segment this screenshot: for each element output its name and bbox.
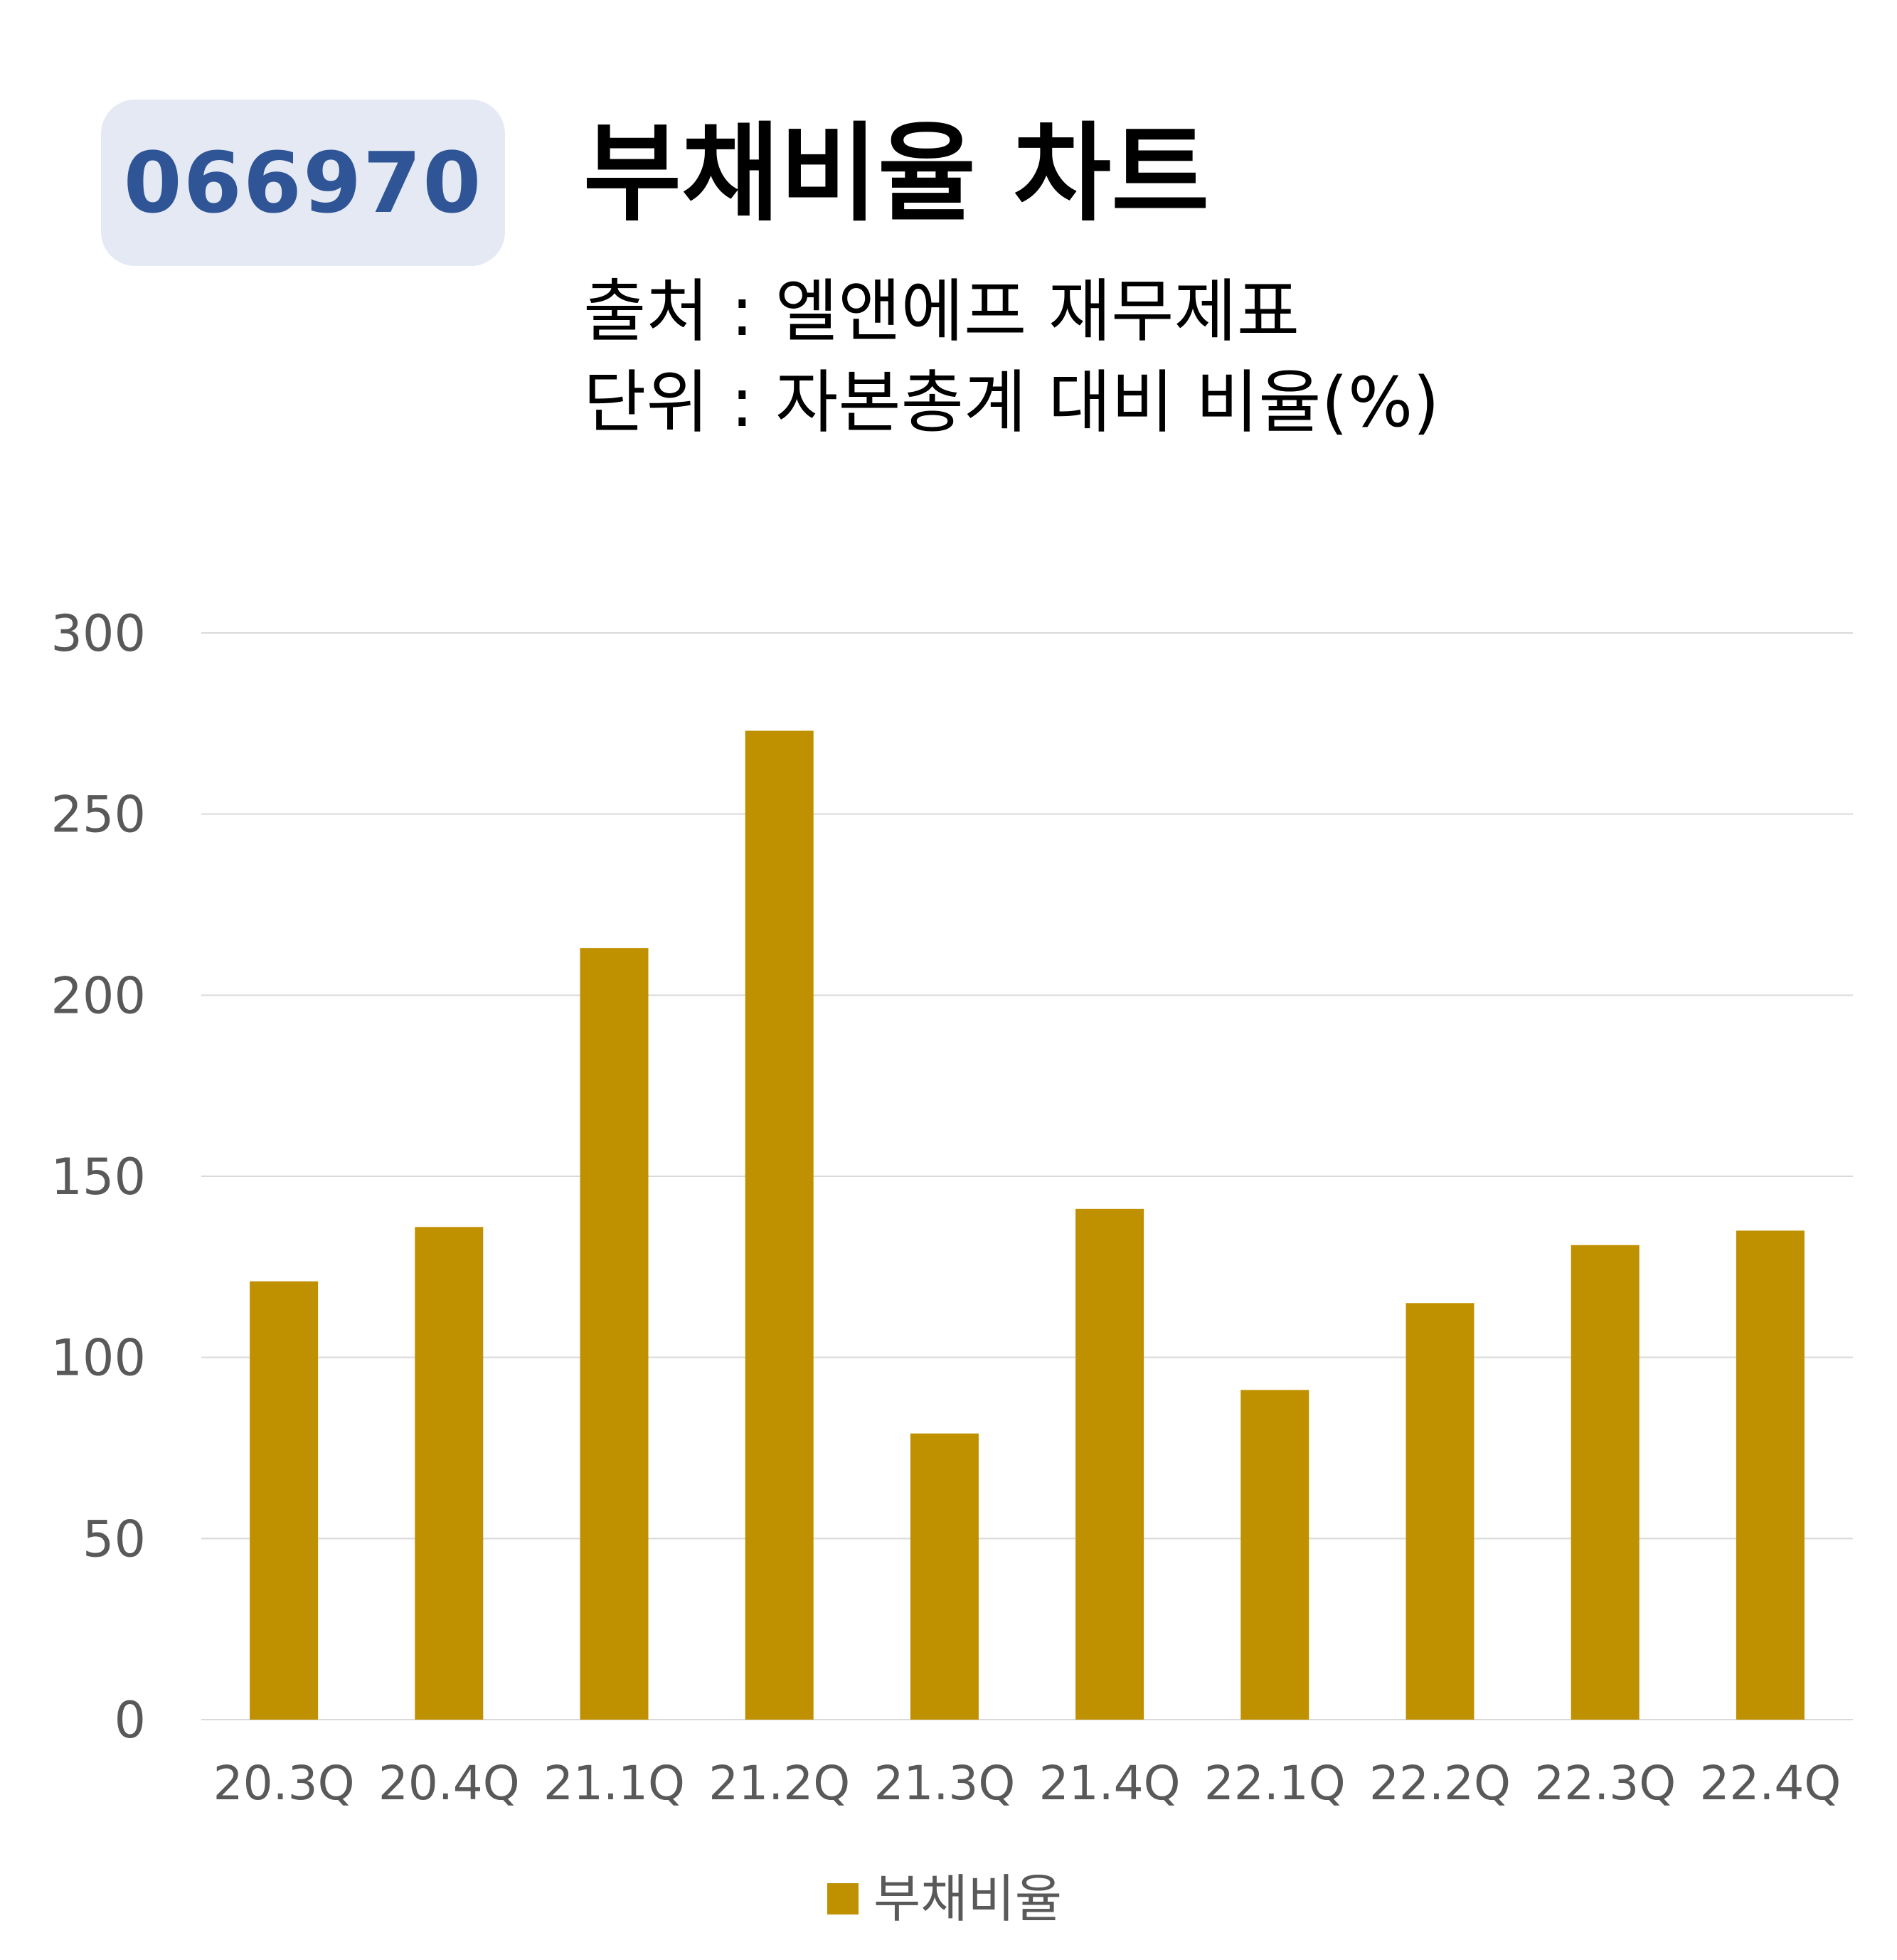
bar	[1406, 1303, 1474, 1720]
bar	[1571, 1245, 1640, 1720]
x-tick-label: 20.4Q	[378, 1756, 520, 1811]
bar	[1736, 1230, 1805, 1720]
bar	[1075, 1208, 1144, 1720]
bar	[580, 948, 649, 1720]
x-tick-label: 21.1Q	[543, 1756, 685, 1811]
bar	[250, 1281, 319, 1720]
x-tick-label: 22.3Q	[1534, 1756, 1676, 1811]
bar	[415, 1227, 484, 1720]
y-tick-label: 150	[51, 1148, 146, 1206]
legend-label: 부채비율	[873, 1869, 1062, 1929]
legend-swatch	[827, 1883, 859, 1914]
ticker-badge: 066970	[101, 100, 505, 266]
y-tick-label: 300	[51, 604, 146, 663]
y-tick-label: 0	[114, 1691, 146, 1749]
y-tick-label: 200	[51, 966, 146, 1025]
chart-title: 부채비율 차트	[583, 112, 1210, 236]
y-tick-label: 100	[51, 1329, 146, 1388]
source-label: 출처 : 엘앤에프 재무제표	[583, 272, 1300, 351]
x-tick-label: 21.2Q	[708, 1756, 850, 1811]
x-tick-label: 20.3Q	[213, 1756, 355, 1811]
x-tick-label: 21.3Q	[873, 1756, 1015, 1811]
bar	[910, 1433, 979, 1720]
bar	[1240, 1390, 1309, 1720]
ticker-code: 066970	[123, 134, 483, 232]
y-tick-label: 50	[83, 1510, 146, 1568]
x-tick-label: 22.4Q	[1699, 1756, 1841, 1811]
y-tick-label: 250	[51, 786, 146, 844]
x-tick-label: 22.2Q	[1369, 1756, 1511, 1811]
x-tick-label: 21.4Q	[1039, 1756, 1181, 1811]
bar	[745, 730, 814, 1720]
x-tick-label: 22.1Q	[1204, 1756, 1346, 1811]
unit-label: 단위 : 자본총계 대비 비율(%)	[583, 363, 1440, 442]
